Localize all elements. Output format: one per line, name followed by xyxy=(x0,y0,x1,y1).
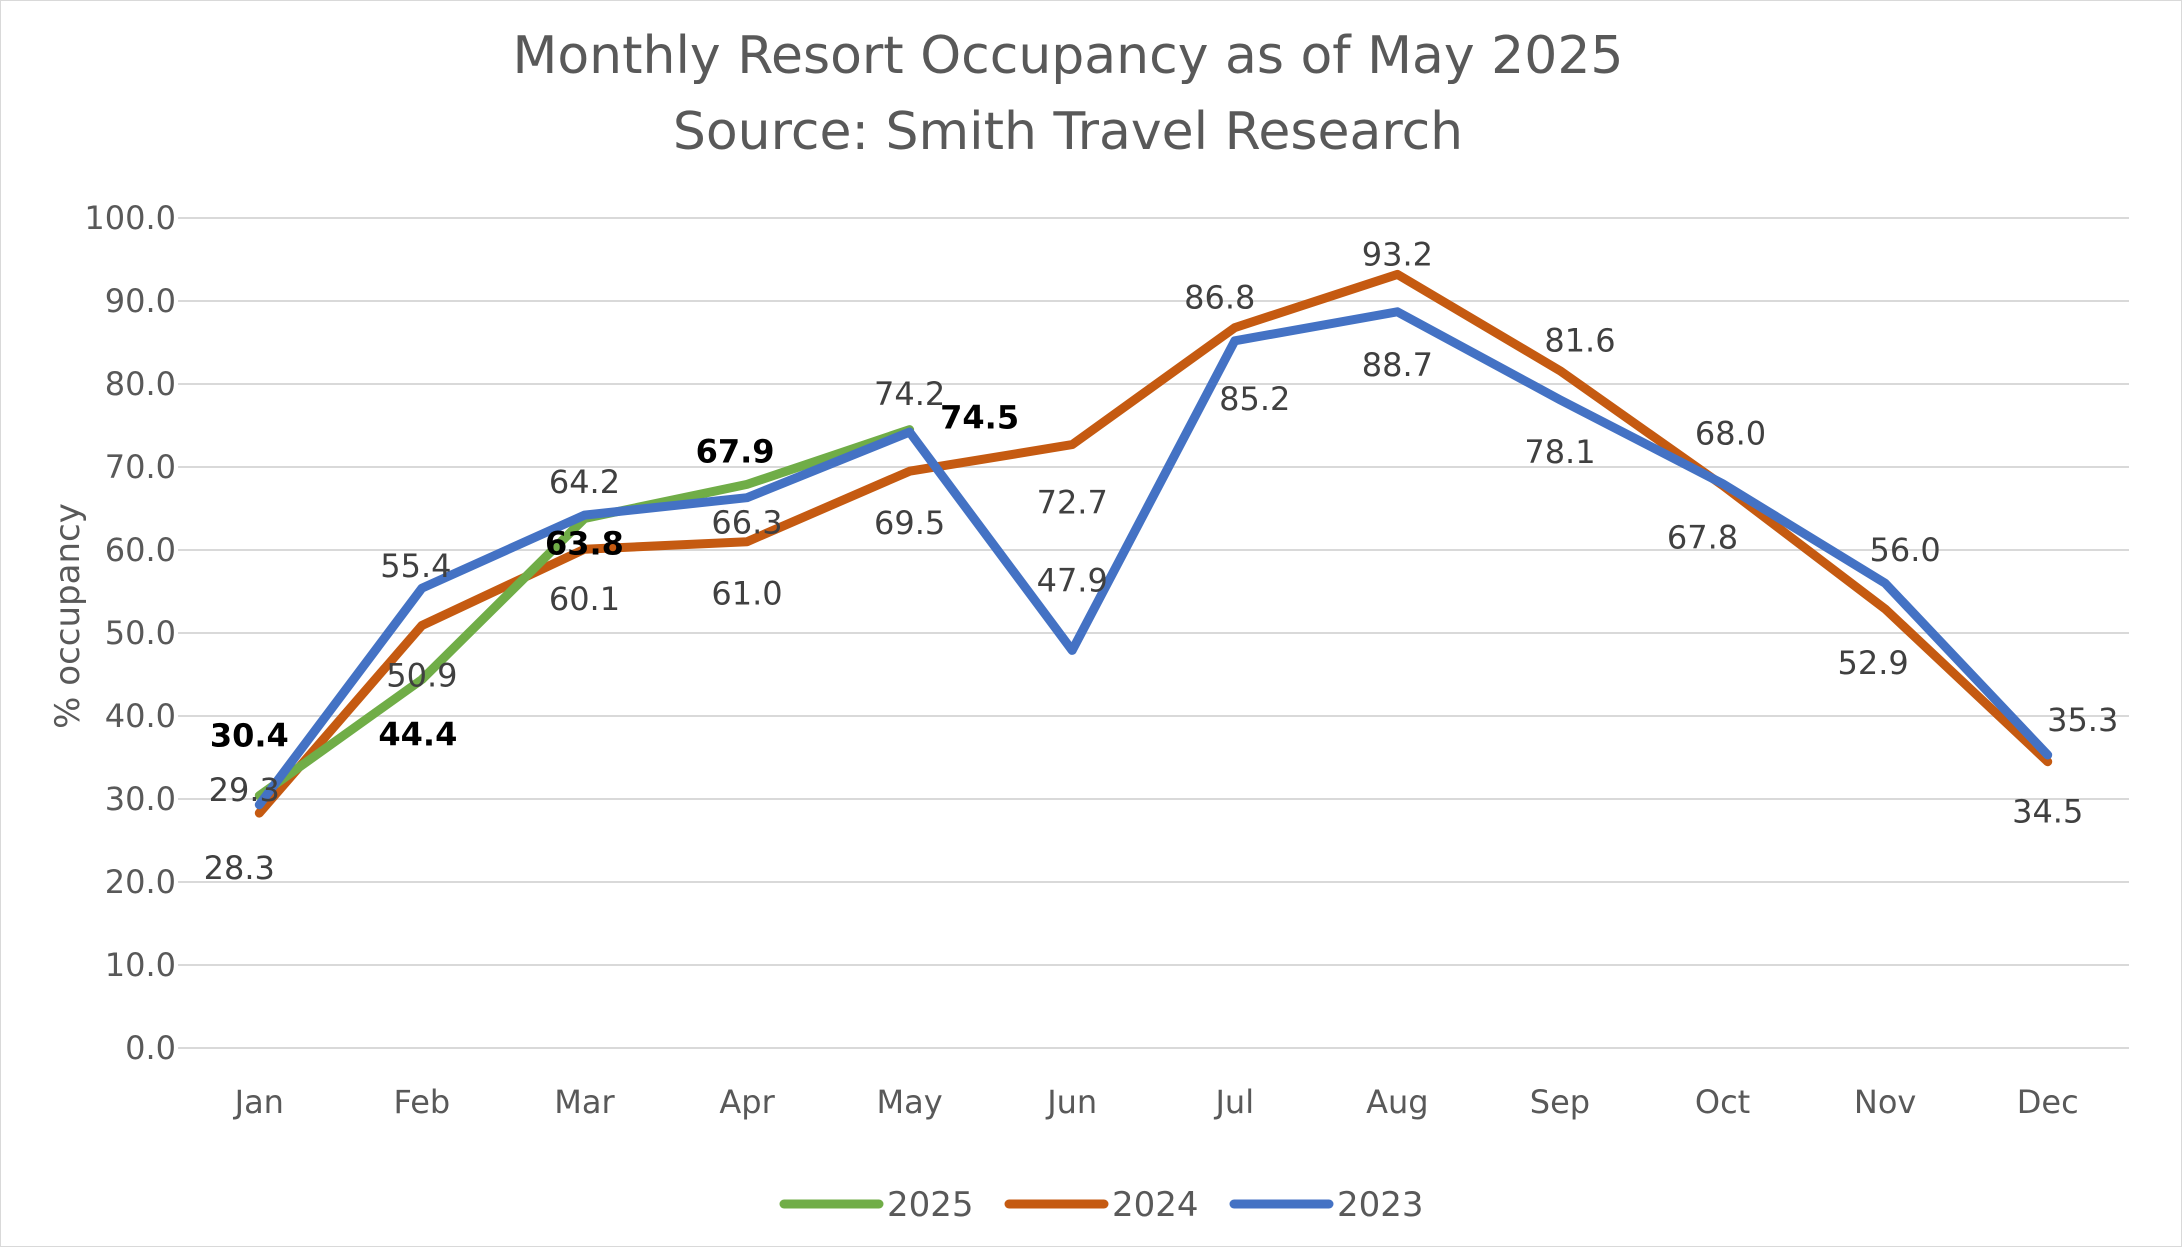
data-label-2024-jul: 86.8 xyxy=(1184,279,1255,317)
data-label-2025-jan: 30.4 xyxy=(210,717,289,755)
chart-title: Monthly Resort Occupancy as of May 2025 xyxy=(512,26,1623,86)
data-label-2025-apr: 67.9 xyxy=(696,432,775,470)
x-tick-label: Jan xyxy=(233,1083,284,1121)
legend: 2025 2024 2023 xyxy=(779,1185,1424,1225)
legend-label-2025: 2025 xyxy=(887,1185,974,1225)
data-label-2024-feb: 50.9 xyxy=(386,657,457,695)
data-label-2023-dec: 35.3 xyxy=(2047,701,2118,739)
y-axis-title: % occupancy xyxy=(48,503,88,729)
data-label-2024-sep: 81.6 xyxy=(1544,322,1615,360)
data-label-2023-aug: 88.7 xyxy=(1362,346,1433,384)
x-tick-label: Sep xyxy=(1530,1083,1590,1121)
data-label-2023-mar: 64.2 xyxy=(549,463,620,501)
y-tick-label: 100.0 xyxy=(84,199,176,237)
x-tick-label: Jul xyxy=(1213,1083,1254,1121)
y-tick-label: 0.0 xyxy=(125,1029,176,1067)
x-tick-label: Aug xyxy=(1366,1083,1428,1121)
x-tick-label: May xyxy=(877,1083,943,1121)
data-label-2023-sep: 78.1 xyxy=(1524,433,1595,471)
x-tick-label: Apr xyxy=(719,1083,775,1121)
data-label-2024-dec: 34.5 xyxy=(2012,793,2083,831)
y-axis-ticks: 0.0 10.0 20.0 30.0 40.0 50.0 60.0 70.0 80.0 90.0 1… xyxy=(84,199,176,1067)
data-label-2023-may: 74.2 xyxy=(874,375,945,413)
y-tick-label: 30.0 xyxy=(105,780,176,818)
data-label-2025-mar: 63.8 xyxy=(545,524,624,562)
x-tick-label: Nov xyxy=(1854,1083,1916,1121)
data-label-2023-feb: 55.4 xyxy=(380,547,451,585)
data-label-2024-may: 69.5 xyxy=(874,504,945,542)
x-tick-label: Jun xyxy=(1045,1083,1097,1121)
data-label-2023-apr: 66.3 xyxy=(711,504,782,542)
x-axis-ticks: Jan Feb Mar Apr May Jun Jul Aug Sep Oct Nov Dec xyxy=(233,1083,2079,1121)
data-label-2024-nov: 52.9 xyxy=(1838,644,1909,682)
y-tick-label: 10.0 xyxy=(105,946,176,984)
y-tick-label: 40.0 xyxy=(105,697,176,735)
series-line-2023 xyxy=(254,307,2053,810)
y-tick-label: 70.0 xyxy=(105,448,176,486)
data-label-2024-oct: 67.8 xyxy=(1667,518,1738,556)
chart-subtitle: Source: Smith Travel Research xyxy=(673,102,1463,162)
data-label-2024-jun: 72.7 xyxy=(1037,484,1108,522)
x-tick-label: Feb xyxy=(394,1083,451,1121)
y-tick-label: 20.0 xyxy=(105,863,176,901)
data-labels: 30.4 44.4 63.8 67.9 74.5 28.3 50.9 60.1 61.0 69.5… xyxy=(204,235,2119,887)
data-label-2023-oct: 68.0 xyxy=(1695,415,1766,453)
data-label-2024-mar: 60.1 xyxy=(549,580,620,618)
y-tick-label: 50.0 xyxy=(105,614,176,652)
series-lines xyxy=(254,269,2053,818)
series-line-2024 xyxy=(254,269,2053,818)
data-label-2023-jul: 85.2 xyxy=(1219,380,1290,418)
data-label-2023-jan: 29.3 xyxy=(209,771,280,809)
y-tick-label: 80.0 xyxy=(105,365,176,403)
y-tick-label: 90.0 xyxy=(105,282,176,320)
data-label-2025-feb: 44.4 xyxy=(378,715,457,753)
legend-label-2023: 2023 xyxy=(1337,1185,1424,1225)
y-tick-label: 60.0 xyxy=(105,531,176,569)
data-label-2025-may: 74.5 xyxy=(940,399,1019,437)
x-tick-label: Oct xyxy=(1695,1083,1750,1121)
data-label-2024-jan: 28.3 xyxy=(204,849,275,887)
x-tick-label: Mar xyxy=(554,1083,615,1121)
data-label-2024-aug: 93.2 xyxy=(1362,235,1433,273)
legend-label-2024: 2024 xyxy=(1112,1185,1199,1225)
data-label-2024-apr: 61.0 xyxy=(711,575,782,613)
data-label-2023-nov: 56.0 xyxy=(1870,531,1941,569)
x-tick-label: Dec xyxy=(2017,1083,2079,1121)
data-label-2023-jun: 47.9 xyxy=(1037,561,1108,599)
